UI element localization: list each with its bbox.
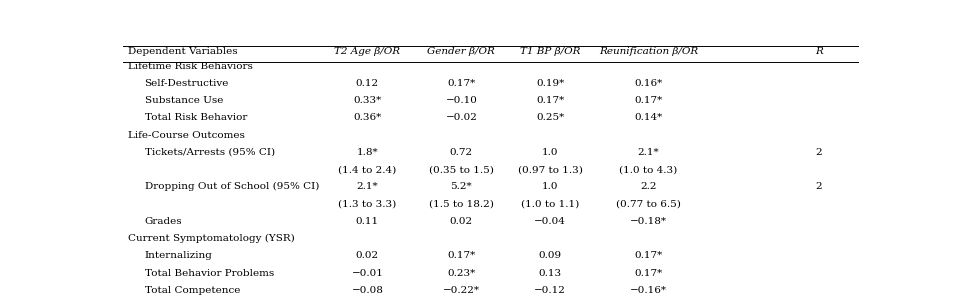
Text: (1.3 to 3.3): (1.3 to 3.3): [338, 200, 396, 209]
Text: Dependent Variables: Dependent Variables: [128, 47, 238, 56]
Text: −0.18*: −0.18*: [630, 217, 667, 226]
Text: 0.17*: 0.17*: [634, 251, 663, 260]
Text: Life-Course Outcomes: Life-Course Outcomes: [128, 131, 245, 140]
Text: 0.17*: 0.17*: [634, 96, 663, 105]
Text: 0.17*: 0.17*: [634, 269, 663, 278]
Text: 0.16*: 0.16*: [634, 79, 663, 88]
Text: Total Risk Behavior: Total Risk Behavior: [144, 113, 247, 122]
Text: Total Behavior Problems: Total Behavior Problems: [144, 269, 274, 278]
Text: −0.22*: −0.22*: [443, 286, 479, 295]
Text: (1.0 to 4.3): (1.0 to 4.3): [620, 165, 678, 174]
Text: (1.4 to 2.4): (1.4 to 2.4): [338, 165, 396, 174]
Text: −0.01: −0.01: [351, 269, 383, 278]
Text: 0.11: 0.11: [356, 217, 379, 226]
Text: T2 Age β/OR: T2 Age β/OR: [334, 47, 400, 56]
Text: Total Competence: Total Competence: [144, 286, 240, 295]
Text: 0.36*: 0.36*: [353, 113, 381, 122]
Text: 2.1*: 2.1*: [638, 148, 659, 157]
Text: 1.8*: 1.8*: [356, 148, 378, 157]
Text: (1.0 to 1.1): (1.0 to 1.1): [521, 200, 580, 209]
Text: (0.77 to 6.5): (0.77 to 6.5): [616, 200, 681, 209]
Text: 0.17*: 0.17*: [447, 79, 476, 88]
Text: −0.12: −0.12: [534, 286, 566, 295]
Text: 2.2: 2.2: [640, 182, 657, 191]
Text: 0.33*: 0.33*: [353, 96, 381, 105]
Text: −0.16*: −0.16*: [630, 286, 667, 295]
Text: 1.0: 1.0: [541, 148, 559, 157]
Text: R: R: [815, 47, 822, 56]
Text: 0.72: 0.72: [450, 148, 473, 157]
Text: T1 BP β/OR: T1 BP β/OR: [520, 47, 581, 56]
Text: 0.02: 0.02: [450, 217, 473, 226]
Text: 5.2*: 5.2*: [451, 182, 472, 191]
Text: (0.97 to 1.3): (0.97 to 1.3): [518, 165, 583, 174]
Text: (0.35 to 1.5): (0.35 to 1.5): [429, 165, 494, 174]
Text: 0.17*: 0.17*: [536, 96, 564, 105]
Text: 0.12: 0.12: [356, 79, 379, 88]
Text: Self-Destructive: Self-Destructive: [144, 79, 229, 88]
Text: 2: 2: [816, 148, 822, 157]
Text: 0.19*: 0.19*: [536, 79, 564, 88]
Text: 0.02: 0.02: [356, 251, 379, 260]
Text: (1.5 to 18.2): (1.5 to 18.2): [429, 200, 494, 209]
Text: 0.25*: 0.25*: [536, 113, 564, 122]
Text: −0.10: −0.10: [445, 96, 478, 105]
Text: 0.17*: 0.17*: [447, 251, 476, 260]
Text: 0.14*: 0.14*: [634, 113, 663, 122]
Text: Dropping Out of School (95% CI): Dropping Out of School (95% CI): [144, 182, 319, 191]
Text: 0.09: 0.09: [539, 251, 562, 260]
Text: Tickets/Arrests (95% CI): Tickets/Arrests (95% CI): [144, 148, 275, 157]
Text: 2: 2: [816, 182, 822, 191]
Text: Reunification β/OR: Reunification β/OR: [599, 47, 698, 56]
Text: 1.0: 1.0: [541, 182, 559, 191]
Text: Grades: Grades: [144, 217, 182, 226]
Text: 2.1*: 2.1*: [356, 182, 378, 191]
Text: −0.02: −0.02: [445, 113, 478, 122]
Text: Internalizing: Internalizing: [144, 251, 212, 260]
Text: −0.04: −0.04: [534, 217, 566, 226]
Text: Gender β/OR: Gender β/OR: [428, 47, 496, 56]
Text: 0.23*: 0.23*: [447, 269, 476, 278]
Text: Current Symptomatology (YSR): Current Symptomatology (YSR): [128, 234, 295, 243]
Text: 0.13: 0.13: [539, 269, 562, 278]
Text: Substance Use: Substance Use: [144, 96, 223, 105]
Text: Lifetime Risk Behaviors: Lifetime Risk Behaviors: [128, 62, 253, 71]
Text: −0.08: −0.08: [351, 286, 383, 295]
